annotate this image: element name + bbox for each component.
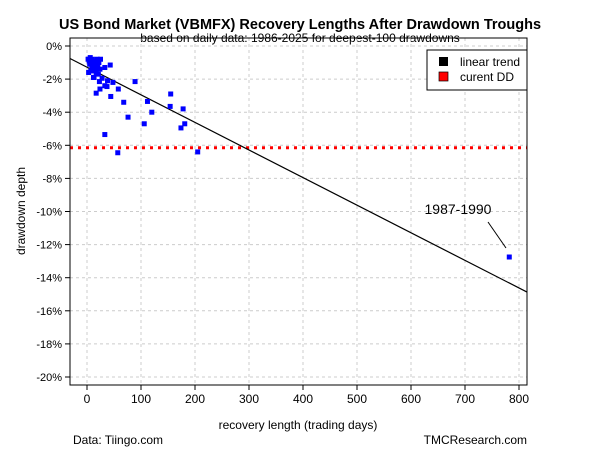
y-tick-label: -8%	[42, 173, 62, 185]
data-point	[121, 99, 127, 105]
annotation-1987-1990: 1987-1990	[425, 201, 492, 217]
legend-label-trend: linear trend	[460, 55, 520, 69]
data-point	[168, 91, 174, 97]
data-point	[180, 106, 186, 112]
legend: linear trend curent DD	[426, 49, 528, 91]
data-point	[149, 109, 155, 115]
y-tick-label: -14%	[36, 273, 62, 285]
data-point	[96, 79, 102, 85]
x-tick-label: 300	[239, 392, 259, 406]
data-point	[102, 132, 108, 138]
data-point	[94, 56, 100, 62]
data-point	[102, 65, 108, 71]
data-point	[105, 78, 111, 84]
y-ticks: 0% -2% -4% -6% -8% -10% -12% -14% -16% -18% -20%	[36, 41, 70, 384]
y-tick-label: 0%	[46, 41, 62, 53]
x-tick-label: 600	[401, 392, 421, 406]
legend-swatch-trend	[439, 57, 448, 66]
data-point	[93, 90, 99, 96]
annotation-pointer	[487, 221, 507, 249]
data-point	[107, 62, 113, 68]
y-tick-label: -18%	[36, 339, 62, 351]
y-tick-label: -16%	[36, 306, 62, 318]
data-point	[97, 86, 103, 92]
data-point	[98, 56, 103, 62]
data-point	[167, 103, 173, 109]
data-point	[104, 84, 110, 90]
points	[85, 55, 512, 260]
data-point	[115, 150, 121, 156]
data-point	[195, 149, 201, 155]
y-tick-label: -12%	[36, 240, 62, 252]
x-axis-label: recovery length (trading days)	[219, 418, 378, 432]
data-point	[125, 114, 131, 120]
data-point	[95, 71, 101, 77]
data-point	[115, 86, 121, 92]
y-tick-label: -20%	[36, 372, 62, 384]
footer-source: Data: Tiingo.com	[73, 433, 163, 447]
data-point	[108, 93, 114, 99]
grid	[70, 38, 527, 385]
y-tick-label: -10%	[36, 207, 62, 219]
y-tick-label: -6%	[42, 140, 62, 152]
x-tick-label: 100	[131, 392, 151, 406]
footer-brand: TMCResearch.com	[424, 433, 527, 447]
y-tick-label: -4%	[42, 107, 62, 119]
data-point	[99, 75, 105, 81]
trend-line	[69, 57, 528, 293]
x-tick-label: 0	[84, 392, 91, 406]
data-point	[506, 254, 512, 260]
data-point	[144, 98, 150, 104]
data-point	[92, 58, 98, 64]
x-ticks: 0 100 200 300 400 500 600 700 800	[84, 385, 529, 406]
data-point	[110, 79, 116, 85]
y-tick-label: -2%	[42, 74, 62, 86]
data-point	[91, 74, 97, 80]
data-point	[141, 121, 147, 127]
data-point	[182, 121, 188, 127]
data-point	[132, 79, 138, 85]
data-point	[178, 125, 184, 131]
x-tick-label: 700	[455, 392, 475, 406]
chart-title: US Bond Market (VBMFX) Recovery Lengths …	[59, 17, 541, 33]
data-point	[96, 60, 102, 66]
x-tick-label: 400	[293, 392, 313, 406]
data-point	[88, 68, 94, 74]
legend-label-dd: curent DD	[460, 70, 514, 84]
legend-swatch-dd	[438, 71, 449, 82]
data-point	[92, 66, 98, 72]
x-tick-label: 800	[509, 392, 529, 406]
data-point	[97, 66, 103, 72]
x-tick-label: 200	[185, 392, 205, 406]
y-axis-label: drawdown depth	[14, 167, 28, 255]
x-tick-label: 500	[347, 392, 367, 406]
